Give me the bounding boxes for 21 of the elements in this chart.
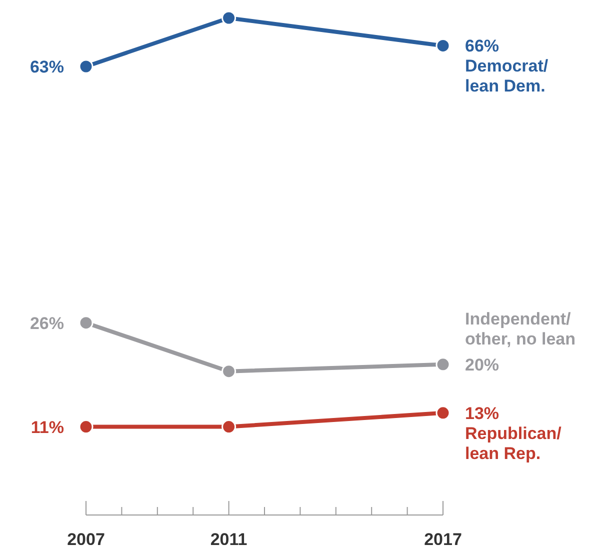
point (78, 316, 94, 330)
x-tick-label: 2011 (210, 530, 248, 549)
point (222, 10, 236, 26)
series-label: Democrat/ lean Dem. (465, 56, 548, 96)
point (78, 420, 94, 434)
data-label: 26% (30, 314, 64, 333)
series-label: Independent/ other, no lean (465, 309, 576, 348)
x-tick-label: 2017 (424, 530, 462, 549)
point (436, 357, 450, 372)
x-tick-label: 2007 (67, 530, 105, 549)
point (436, 406, 450, 420)
data-label: 63% (30, 58, 64, 76)
data-label: 11% (30, 418, 64, 437)
data-label: 66% (465, 36, 500, 56)
series-label: Republican/ lean Rep. (465, 424, 562, 463)
point (436, 38, 450, 53)
data-label: 20% (465, 355, 500, 374)
point (222, 420, 236, 434)
point (78, 59, 94, 74)
data-label: 13% (465, 404, 500, 423)
point (222, 364, 236, 379)
